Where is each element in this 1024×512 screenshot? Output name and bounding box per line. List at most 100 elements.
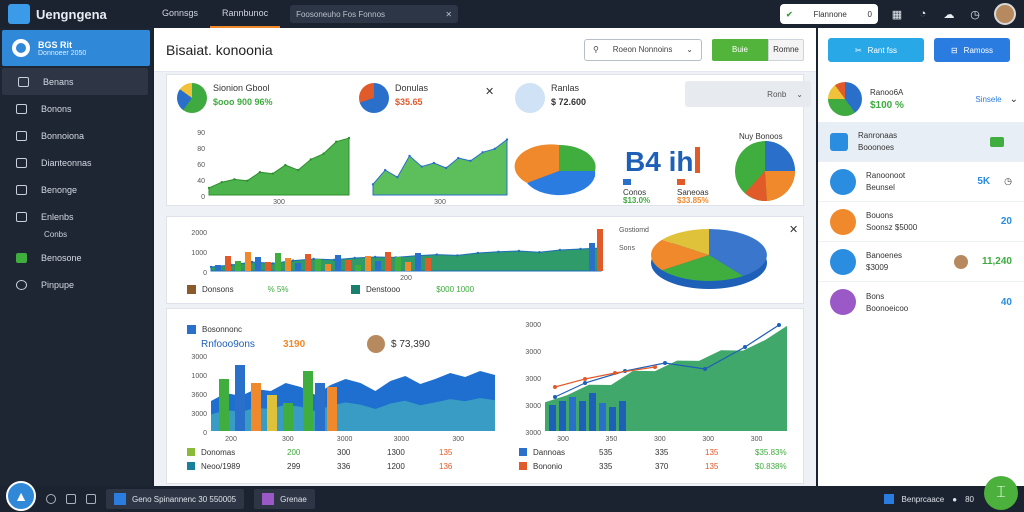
- list-item[interactable]: Bouons Soonsz $5000 20: [818, 202, 1024, 242]
- table-row: Dannoas 535 335 135 $35.83%: [519, 445, 787, 459]
- secondary-button[interactable]: Romne: [768, 38, 804, 61]
- kpi-charts-svg: 90 80 60 40 0 300 300 B4 ihl Conos $13.0% San…: [197, 130, 796, 206]
- pie-slice: [765, 141, 795, 171]
- sidebar-item-benonge[interactable]: Benonge: [0, 176, 152, 203]
- area-chart-b: 300: [371, 138, 509, 206]
- cloud-icon[interactable]: ☁: [943, 8, 955, 21]
- top-search-input[interactable]: Foosoneuho Fos Fonnos ✕: [290, 5, 459, 23]
- list-item[interactable]: Ranoonoot Beunsel 5K ◷: [818, 162, 1024, 202]
- primary-button[interactable]: Buie: [712, 38, 768, 61]
- close-icon[interactable]: ✕: [445, 9, 453, 19]
- start-icon[interactable]: ▲: [6, 481, 36, 511]
- kpi-card[interactable]: Sionion Gbool $ooo 900 96%: [177, 83, 273, 113]
- plus-icon: ⌶: [996, 484, 1006, 501]
- sidebar-item-benosone[interactable]: Benosone: [0, 244, 152, 271]
- filter-dropdown[interactable]: Ronb ⌄: [685, 81, 811, 107]
- tray-icon[interactable]: [883, 494, 894, 504]
- area-series: [211, 398, 495, 431]
- area-series: [372, 138, 508, 196]
- refresh-icon[interactable]: [46, 494, 56, 504]
- layout-icon[interactable]: [86, 494, 96, 504]
- avatar[interactable]: [994, 3, 1016, 25]
- x-tick-label: 350: [606, 436, 618, 443]
- bottom-left-header: Bosonnonc: [187, 325, 242, 334]
- bar: [425, 258, 431, 271]
- data-point: [420, 165, 423, 168]
- tab-gonnsgs[interactable]: Gonnsgs: [162, 8, 199, 18]
- data-point: [296, 168, 300, 172]
- bar: [295, 263, 301, 271]
- x-tick-label: 3000: [337, 436, 353, 443]
- window-icon[interactable]: [66, 494, 76, 504]
- sidebar-item-dianteonnas[interactable]: Dianteonnas: [0, 149, 152, 176]
- bar: [283, 403, 293, 431]
- data-point: [220, 181, 223, 184]
- legend-swatch: [351, 285, 360, 294]
- status-label: Flannone: [813, 9, 847, 19]
- close-icon[interactable]: ✕: [485, 86, 495, 98]
- tab-rannbunoc[interactable]: Rannbunoc: [210, 0, 281, 28]
- period-select[interactable]: ⚲ Roeon Nonnoins ⌄: [584, 38, 702, 61]
- bar: [303, 371, 313, 431]
- sidebar-item-bonnoiona[interactable]: Bonnoiona: [0, 122, 152, 149]
- apps-grid-icon[interactable]: ▦: [891, 8, 903, 21]
- row-cell: 300: [337, 447, 351, 457]
- row-cell: 370: [655, 461, 669, 471]
- kpi-card[interactable]: Donulas $35.65: [359, 83, 428, 113]
- mid-area-chart: 2000 1000 0 200: [191, 229, 603, 282]
- bar: [415, 253, 421, 271]
- chart-icon: [16, 157, 27, 168]
- bar: [285, 258, 291, 271]
- kpi-value: $ 72.600: [551, 97, 587, 107]
- sidebar-item-benans[interactable]: Benans: [2, 68, 148, 95]
- data-point: [291, 259, 295, 262]
- bottom-left-title: Bosonnonc: [202, 325, 243, 334]
- item-value: 5K: [977, 176, 991, 187]
- sidebar-sub-label[interactable]: Conbs: [44, 230, 68, 239]
- bar: [245, 252, 251, 271]
- row-cell: 200: [287, 447, 301, 457]
- bar: [255, 257, 261, 271]
- add-button[interactable]: ⌶: [984, 476, 1018, 510]
- taskbar-item[interactable]: Geno Spinannenc 30 550005: [106, 489, 245, 509]
- y-tick-label: 3000: [525, 349, 541, 356]
- clock-icon[interactable]: ◷: [970, 8, 980, 21]
- bottom-right-chart: 3000 3000 3000 3000 3000 300 350 300 300 300: [525, 322, 787, 443]
- list-item[interactable]: Bons Boonoeicoo 40: [818, 282, 1024, 322]
- taskbar-item[interactable]: Grenae: [254, 489, 315, 509]
- close-icon[interactable]: ✕: [789, 224, 799, 236]
- right-button-2[interactable]: ⊟ Ramoss: [934, 38, 1010, 62]
- y-tick-label: 80: [197, 146, 205, 153]
- app-logo[interactable]: Uengngena: [0, 4, 150, 24]
- row-cell: 1300: [387, 447, 405, 457]
- mini-pie-label: Nuy Bonoos: [739, 132, 783, 141]
- kpi-card[interactable]: Ranlas $ 72.600: [515, 83, 586, 113]
- sidebar-item-enlenbs[interactable]: Enlenbs: [0, 203, 152, 230]
- item-title: Banoenes: [866, 251, 903, 260]
- data-point: [258, 171, 262, 174]
- bottom-right-table: Dannoas 535 335 135 $35.83% Bononio 335 …: [519, 445, 787, 473]
- right-button-1-label: Rant fss: [867, 45, 898, 55]
- data-point: [408, 154, 411, 158]
- project-selector[interactable]: BGS Rit Donnoeer 2050: [2, 30, 150, 66]
- project-sub: Donnoeer 2050: [38, 49, 87, 57]
- sidebar-item-bonons[interactable]: Bonons: [0, 95, 152, 122]
- right-header-card[interactable]: Ranoo6A $100 % Sinsele ⌄: [828, 78, 1018, 120]
- x-tick-label: 300: [751, 436, 763, 443]
- data-point: [396, 176, 399, 179]
- list-item[interactable]: Ranronaas Booonoes: [818, 122, 1024, 162]
- row-cell: 535: [599, 447, 613, 457]
- data-point: [476, 251, 480, 255]
- bar: [327, 387, 337, 431]
- row-cell: 135: [705, 447, 719, 457]
- list-item[interactable]: Banoenes $3009 11,240: [818, 242, 1024, 282]
- sidebar-item-pinpupe[interactable]: Pinpupe: [0, 271, 152, 298]
- data-point: [743, 345, 747, 349]
- status-pill[interactable]: ✔ Flannone 0: [780, 4, 878, 24]
- row-cell: $0.838%: [755, 461, 787, 471]
- item-title: Bons: [866, 291, 885, 301]
- notification-icon[interactable]: ◔: [919, 8, 927, 20]
- person-icon: [367, 335, 385, 353]
- tray-icon[interactable]: ●: [952, 494, 958, 504]
- right-button-1[interactable]: ✂ Rant fss: [828, 38, 924, 62]
